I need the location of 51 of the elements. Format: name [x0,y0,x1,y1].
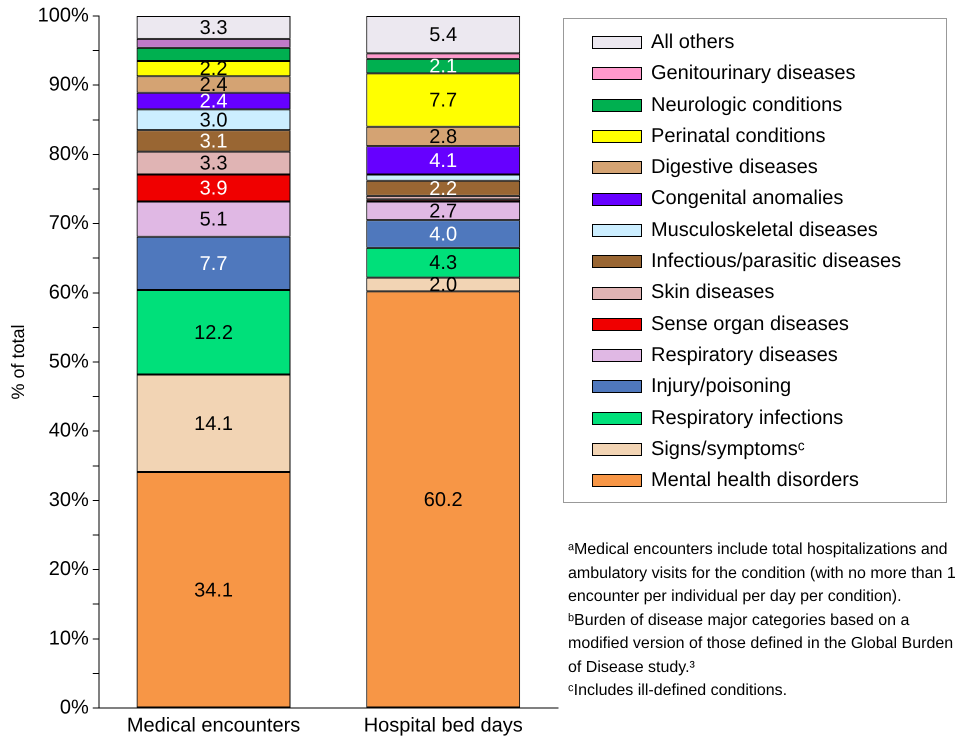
legend-label: Sense organ diseases [651,312,849,337]
text: ᶜIncludes ill-defined conditions. [568,681,788,701]
data-label: 14.1 [194,412,234,435]
y-tick-label: 70% [48,212,89,234]
legend-label: Perinatal conditions [651,124,826,149]
y-tick-label: 40% [48,420,89,442]
data-label: 2.8 [429,126,458,148]
data-label: 3.1 [200,130,228,152]
data-label: 3.3 [200,152,228,175]
data-label: 4.3 [429,252,458,274]
legend-label: Mental health disorders [651,468,859,494]
data-label: 5.1 [200,208,228,231]
data-label: 3.0 [200,109,228,132]
y-axis-title: % of total [8,324,28,400]
legend-label: Digestive diseases [651,155,818,180]
data-label: 3.3 [200,16,228,39]
legend-label: Injury/poisoning [651,374,792,400]
data-label: 5.4 [429,24,458,46]
data-label: 2.7 [429,200,458,222]
data-label: 4.0 [429,223,458,246]
data-label: 12.2 [194,322,234,344]
y-tick-label: 10% [48,627,89,650]
x-tick-label: Medical encounters [126,714,300,737]
data-label: 60.2 [424,488,463,511]
y-tick-label: 90% [48,74,89,96]
legend-label: Infectious/parasitic diseases [651,249,902,274]
y-tick-label: 60% [48,281,89,304]
x-tick-label: Hospital bed days [364,714,523,737]
y-tick-label: 20% [48,558,89,580]
legend-label: Signs/symptomsᶜ [651,436,805,462]
y-tick-label: 0% [60,696,89,719]
legend-label: Respiratory diseases [651,342,838,368]
y-tick-label: 80% [48,142,89,165]
data-label: 2.1 [429,56,458,78]
data-label: 3.9 [200,177,228,200]
data-label: 34.1 [194,579,234,602]
legend-label: Neurologic conditions [651,92,842,118]
text: ᵃMedical encounters include total hospitalizations and ambulatory visits for the condition (with no more than 1 encounter per individual per day per condition). [568,540,956,607]
y-tick-label: 30% [48,488,89,511]
legend-label: Genitourinary diseases [651,61,856,86]
data-label: 7.7 [200,252,228,275]
legend-label: Musculoskeletal diseases [651,218,878,243]
legend-label: Respiratory infections [651,406,844,431]
data-label: 2.2 [429,178,458,200]
legend-label: Skin diseases [651,280,774,306]
data-label: 7.7 [429,90,458,112]
y-tick-label: 100% [38,4,89,27]
data-label: 4.1 [429,150,458,172]
y-tick-label: 50% [48,350,89,373]
legend-label: Congenital anomalies [651,186,844,212]
legend-label: All others [651,30,734,55]
